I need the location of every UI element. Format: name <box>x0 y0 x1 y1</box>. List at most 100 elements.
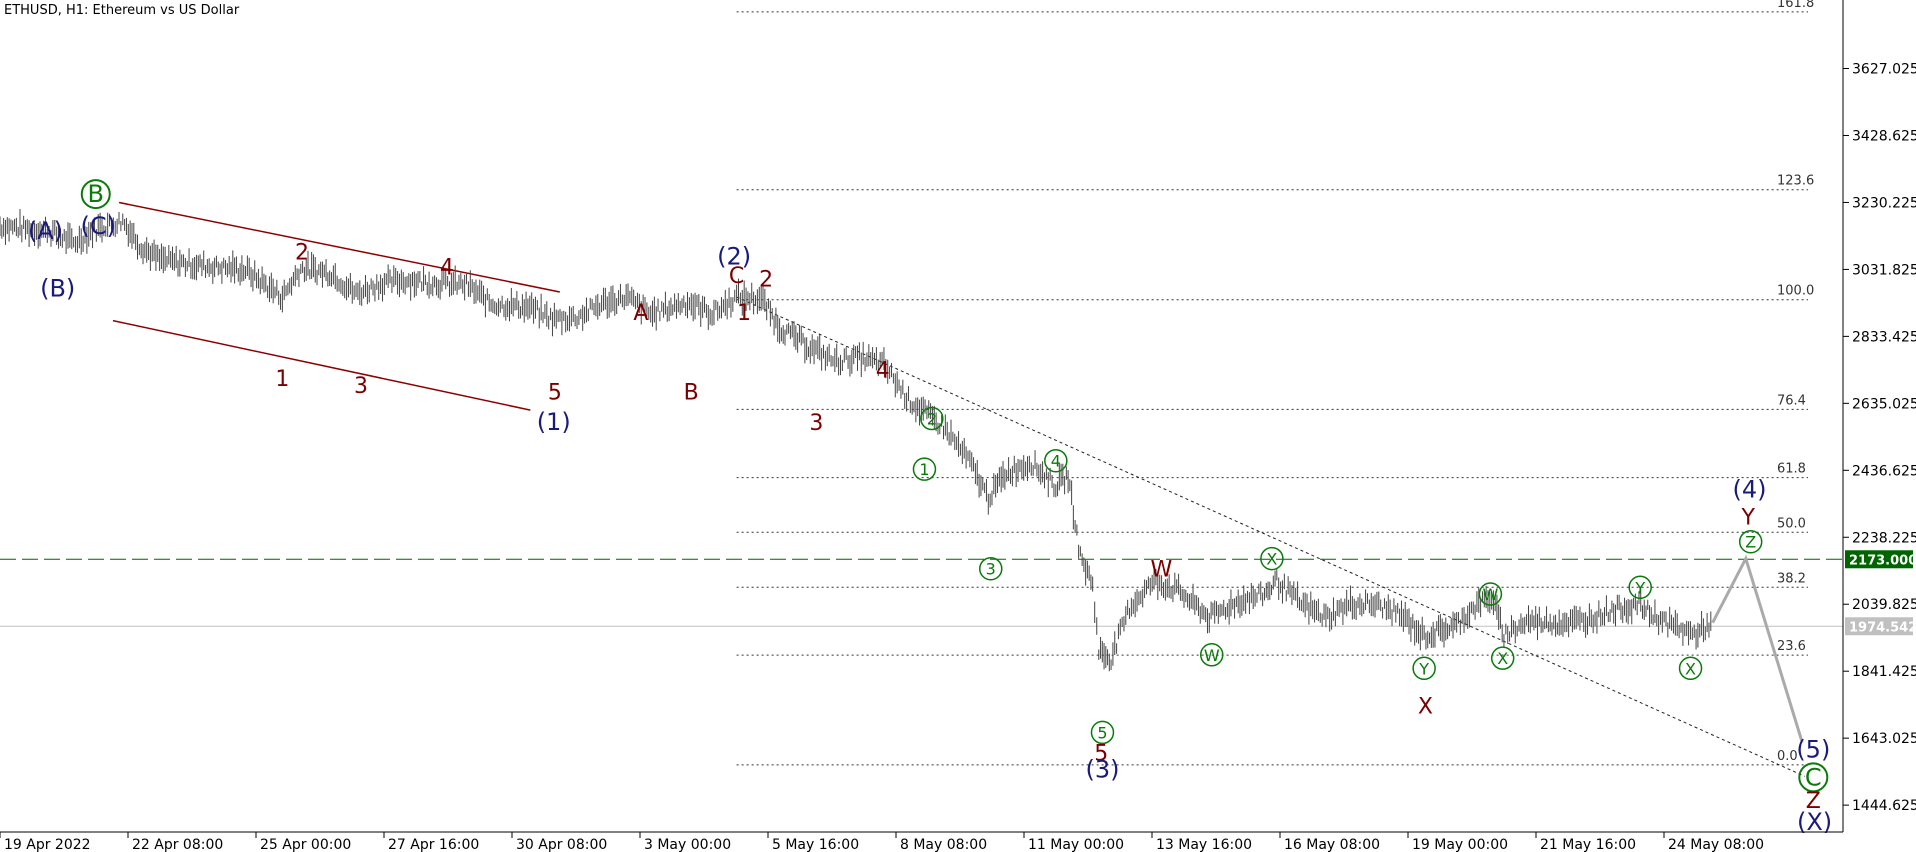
y-tick-label: 3627.025 <box>1852 62 1916 78</box>
wave-label: X <box>1418 694 1433 719</box>
wave-label: (1) <box>537 408 571 436</box>
wave-label: 4 <box>1051 452 1061 471</box>
wave-label: 2 <box>759 267 773 292</box>
wave-label: X <box>1266 550 1277 569</box>
wave-label: W <box>1204 646 1220 665</box>
y-tick-label: 2238.225 <box>1852 530 1916 546</box>
wave-label: (5) <box>1796 735 1830 763</box>
price-series <box>0 209 1712 672</box>
x-tick-label: 19 May 00:00 <box>1412 837 1508 852</box>
x-tick-label: 25 Apr 00:00 <box>260 837 351 852</box>
wave-label: (2) <box>717 243 751 271</box>
y-tick-label: 3230.225 <box>1852 195 1916 211</box>
fib-label: 100.0 <box>1777 284 1814 299</box>
wave-label: Y <box>1741 505 1756 530</box>
wave-label: Y <box>1634 578 1645 597</box>
x-tick-label: 5 May 16:00 <box>772 837 859 852</box>
wave-label: B <box>88 180 104 208</box>
wave-circle <box>1628 575 1652 600</box>
x-tick-label: 11 May 00:00 <box>1028 837 1124 852</box>
wave-label: 3 <box>986 560 996 579</box>
fib-label: 61.8 <box>1777 462 1806 477</box>
wave-circle <box>1260 546 1284 571</box>
y-tick-label: 1643.025 <box>1852 731 1916 747</box>
wave-label: Y <box>1418 659 1429 678</box>
wave-circle <box>1678 656 1703 681</box>
wave-label: 4 <box>876 359 890 384</box>
wave-circle <box>1412 656 1436 681</box>
wave-circle <box>920 406 944 431</box>
current-price-tag <box>1845 617 1913 636</box>
wave-label: 1 <box>275 367 289 392</box>
y-tick-label: 2833.425 <box>1852 329 1916 345</box>
x-tick-label: 24 May 08:00 <box>1668 837 1764 852</box>
y-tick-label: 1841.425 <box>1852 664 1916 680</box>
wave-label: 2 <box>295 240 309 265</box>
wave-circle <box>1738 529 1763 554</box>
wave-label: (A) <box>28 217 63 245</box>
x-tick-label: 3 May 00:00 <box>644 837 731 852</box>
x-tick-label: 19 Apr 2022 <box>4 837 91 852</box>
channel-lines <box>112 201 560 411</box>
channel-line <box>118 201 560 293</box>
wave-label: B <box>684 381 699 406</box>
fib-label: 23.6 <box>1777 639 1806 654</box>
wave-label: C <box>1805 763 1822 791</box>
wave-circle <box>1044 448 1068 473</box>
wave-label: 3 <box>809 411 823 436</box>
trendline <box>736 296 1805 777</box>
wave-label: 5 <box>548 381 562 406</box>
wave-circle <box>979 556 1003 581</box>
wave-label: W <box>1151 558 1173 583</box>
fib-label: 50.0 <box>1777 516 1806 531</box>
x-tick-label: 30 Apr 08:00 <box>516 837 607 852</box>
price-line-value: 2173.000 <box>1849 553 1916 568</box>
fib-label: 76.4 <box>1777 393 1806 408</box>
wave-circle <box>912 457 937 481</box>
wave-label: (B) <box>40 275 75 303</box>
current-price-value: 1974.542 <box>1849 620 1916 635</box>
x-tick-label: 21 May 16:00 <box>1540 837 1636 852</box>
wave-label: (C) <box>80 212 115 240</box>
wave-circle <box>1490 646 1515 670</box>
wave-label: 4 <box>440 256 454 281</box>
channel-line <box>112 319 531 411</box>
x-tick-label: 8 May 08:00 <box>900 837 987 852</box>
y-tick-label: 2436.625 <box>1852 463 1916 479</box>
wave-label: (X) <box>1797 808 1832 836</box>
wave-label: 1 <box>737 301 751 326</box>
wave-label: 1 <box>919 460 929 479</box>
wave-label: 5 <box>1094 742 1108 767</box>
wave-circle <box>1090 720 1115 745</box>
wave-circle <box>1199 643 1224 667</box>
wave-label: Z <box>1806 789 1821 814</box>
wave-label: X <box>1685 659 1696 678</box>
wave-label: 3 <box>354 374 368 399</box>
x-tick-label: 16 May 08:00 <box>1284 837 1380 852</box>
wave-label: W <box>1483 585 1499 604</box>
x-tick-label: 13 May 16:00 <box>1156 837 1252 852</box>
wave-label: (4) <box>1732 475 1766 503</box>
wave-label: A <box>633 301 648 326</box>
y-tick-label: 2039.825 <box>1852 597 1916 613</box>
chart-title: ETHUSD, H1: Ethereum vs US Dollar <box>4 3 240 18</box>
y-axis: 3627.025 3428.625 3230.225 3031.825 2833.425… <box>1843 62 1916 814</box>
y-tick-label: 3031.825 <box>1852 262 1916 278</box>
x-tick-label: 27 Apr 16:00 <box>388 837 479 852</box>
trend-line <box>736 296 1805 777</box>
wave-circle <box>1478 582 1503 606</box>
fib-label: 0.0 <box>1777 749 1798 764</box>
price-line-tag <box>1845 550 1913 569</box>
y-tick-label: 1444.625 <box>1852 798 1916 814</box>
projection-line <box>1711 554 1804 743</box>
fib-label: 161.8 <box>1777 0 1814 11</box>
wave-label: 5 <box>1097 723 1107 742</box>
y-tick-label: 2635.025 <box>1852 396 1916 412</box>
wave-label: X <box>1497 649 1508 668</box>
wave-label: 2 <box>927 410 937 429</box>
y-tick-label: 3428.625 <box>1852 128 1916 144</box>
wave-label: C <box>729 264 744 289</box>
wave-label: Z <box>1745 533 1756 552</box>
